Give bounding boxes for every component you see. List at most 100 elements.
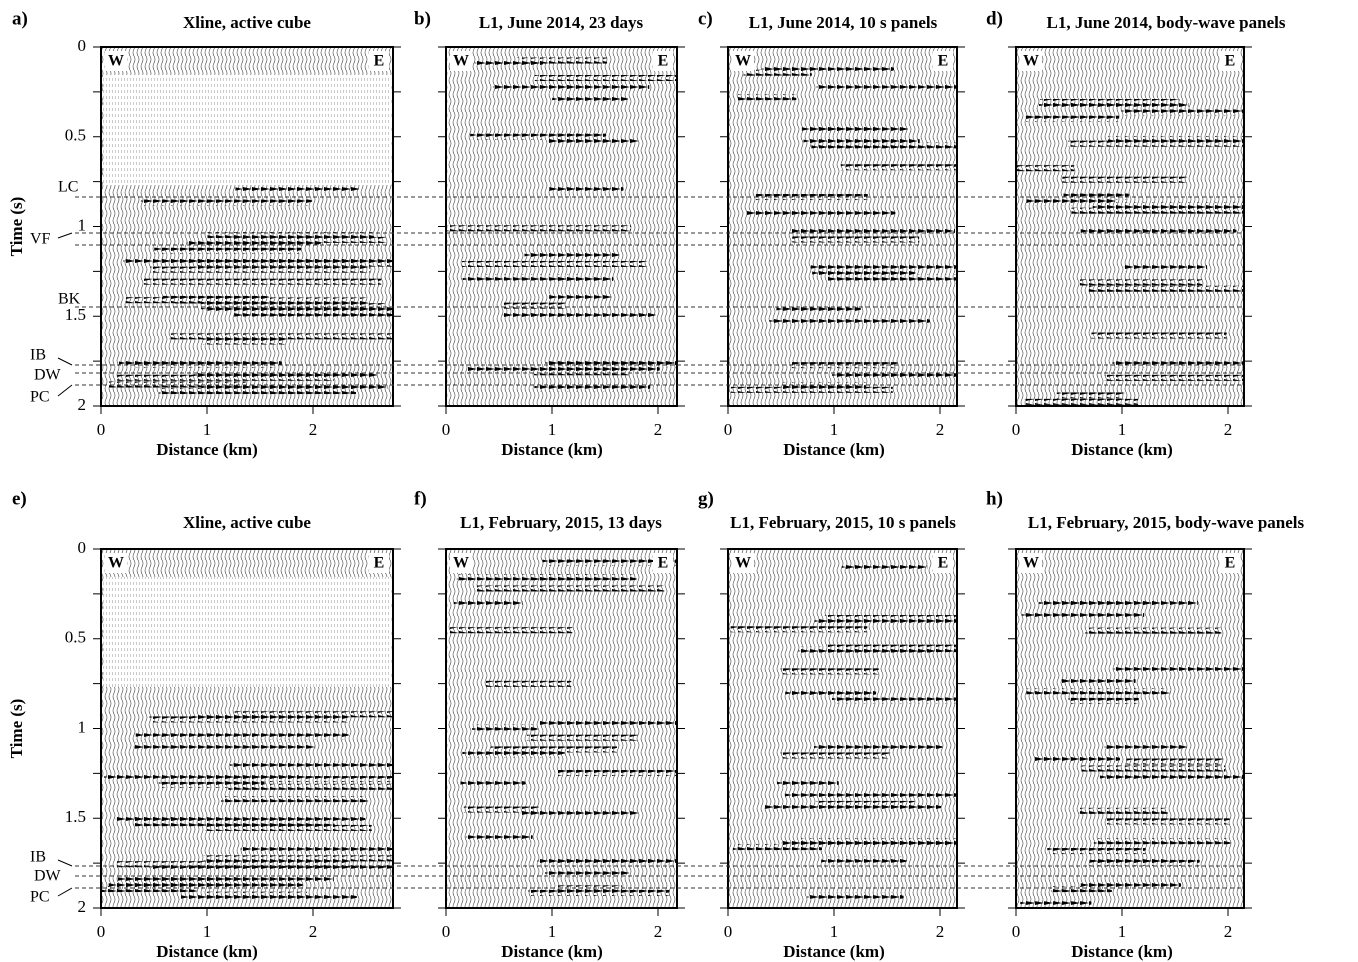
x-tick-label: 1 [1118,922,1127,941]
reflection-event [841,562,928,569]
reflection-event [221,796,369,803]
reflection-event [769,317,930,324]
reflection-event [561,83,650,90]
panel-letter: d) [986,8,1003,29]
reflection-event [1050,886,1112,893]
x-axis-label: Distance (km) [156,942,258,961]
west-label: W [108,53,124,70]
reflection-event [133,742,316,749]
reflection-event [528,889,670,896]
reflection-event [460,779,526,786]
x-tick-label: 1 [1118,420,1127,439]
x-tick-label: 1 [548,922,557,941]
reflection-event [219,823,335,830]
reflection-event [1092,202,1244,209]
reflection-event [476,585,665,592]
reflection-event [807,892,904,899]
x-tick-label: 0 [1012,420,1021,439]
reflection-event [158,781,265,788]
reflection-event [785,691,877,698]
reflection-event [1113,664,1244,671]
reflection-event [234,310,393,317]
reflection-event [831,697,957,704]
reflection-event [814,618,957,625]
reflection-event [762,65,894,72]
reflection-event [1056,392,1125,399]
w-label-box [450,51,472,71]
reflection-event [549,293,613,300]
reflection-event [158,388,357,395]
reflection-event [1085,627,1222,634]
reflection-event [1071,207,1244,214]
reflection-event [776,306,861,313]
reflection-event [186,240,322,247]
w-label-box [732,51,754,71]
reflection-event [158,257,371,264]
wiggle-traces [728,549,957,908]
reflection-event [115,816,197,823]
reflection-event [791,362,898,369]
panel-letter: e) [12,488,27,509]
reflection-event [1039,102,1189,109]
panel-letter: g) [698,488,714,509]
horizon-label: PC [30,389,50,406]
e-label-box [369,51,389,71]
reflection-event [485,680,572,687]
reflection-event [470,133,607,140]
reflection-event [1093,838,1231,845]
reflection-event [1121,109,1244,116]
reflection-event [1080,881,1182,888]
panel-letter: c) [698,8,713,29]
west-label: W [1023,555,1039,572]
reflection-event [545,871,630,878]
reflection-event [743,69,812,76]
reflection-event [552,94,629,101]
y-tick-label: 1.5 [65,305,86,324]
reflection-event [803,138,920,145]
y-tick-label: 0 [78,36,87,55]
reflection-event [149,716,348,723]
e-label-box [369,553,389,573]
y-axis-label: Time (s) [7,699,26,759]
w-label-box [1020,51,1042,71]
reflection-event [1078,807,1169,814]
reflection-event [116,861,351,868]
reflection-event [449,627,573,634]
x-tick-label: 2 [1224,420,1233,439]
east-label: E [1225,555,1236,572]
reflection-event [816,82,957,89]
reflection-event [1091,332,1227,339]
reflection-event [792,236,920,243]
reflection-event [549,185,624,192]
panel-title: L1, February, 2015, body-wave panels [1028,513,1305,532]
panel-letter: h) [986,488,1003,509]
x-tick-label: 2 [1224,922,1233,941]
reflection-event [490,746,617,753]
horizon-arrow [57,232,73,239]
east-label: E [938,555,949,572]
east-label: E [938,53,949,70]
x-axis-label: Distance (km) [1071,942,1173,961]
reflection-event [557,770,677,777]
horizon-label: LC [58,179,78,196]
panel-title: L1, February, 2015, 13 days [460,513,662,532]
reflection-event [824,615,957,622]
reflection-event [780,668,879,675]
reflection-event [556,858,653,865]
x-tick-label: 0 [97,922,106,941]
x-tick-label: 1 [548,420,557,439]
reflection-event [517,57,608,64]
reflection-event [526,734,639,741]
reflection-event [134,815,366,822]
reflection-event [1039,600,1156,607]
reflection-event [534,574,637,581]
reflection-event [467,366,660,373]
reflection-event [154,247,302,254]
reflection-event [1081,765,1226,772]
horizon-arrow [57,887,73,897]
reflection-event [235,187,360,194]
reflection-event [135,733,349,740]
reflection-event [832,371,957,378]
reflection-event [228,783,393,790]
reflection-event [1034,755,1120,762]
